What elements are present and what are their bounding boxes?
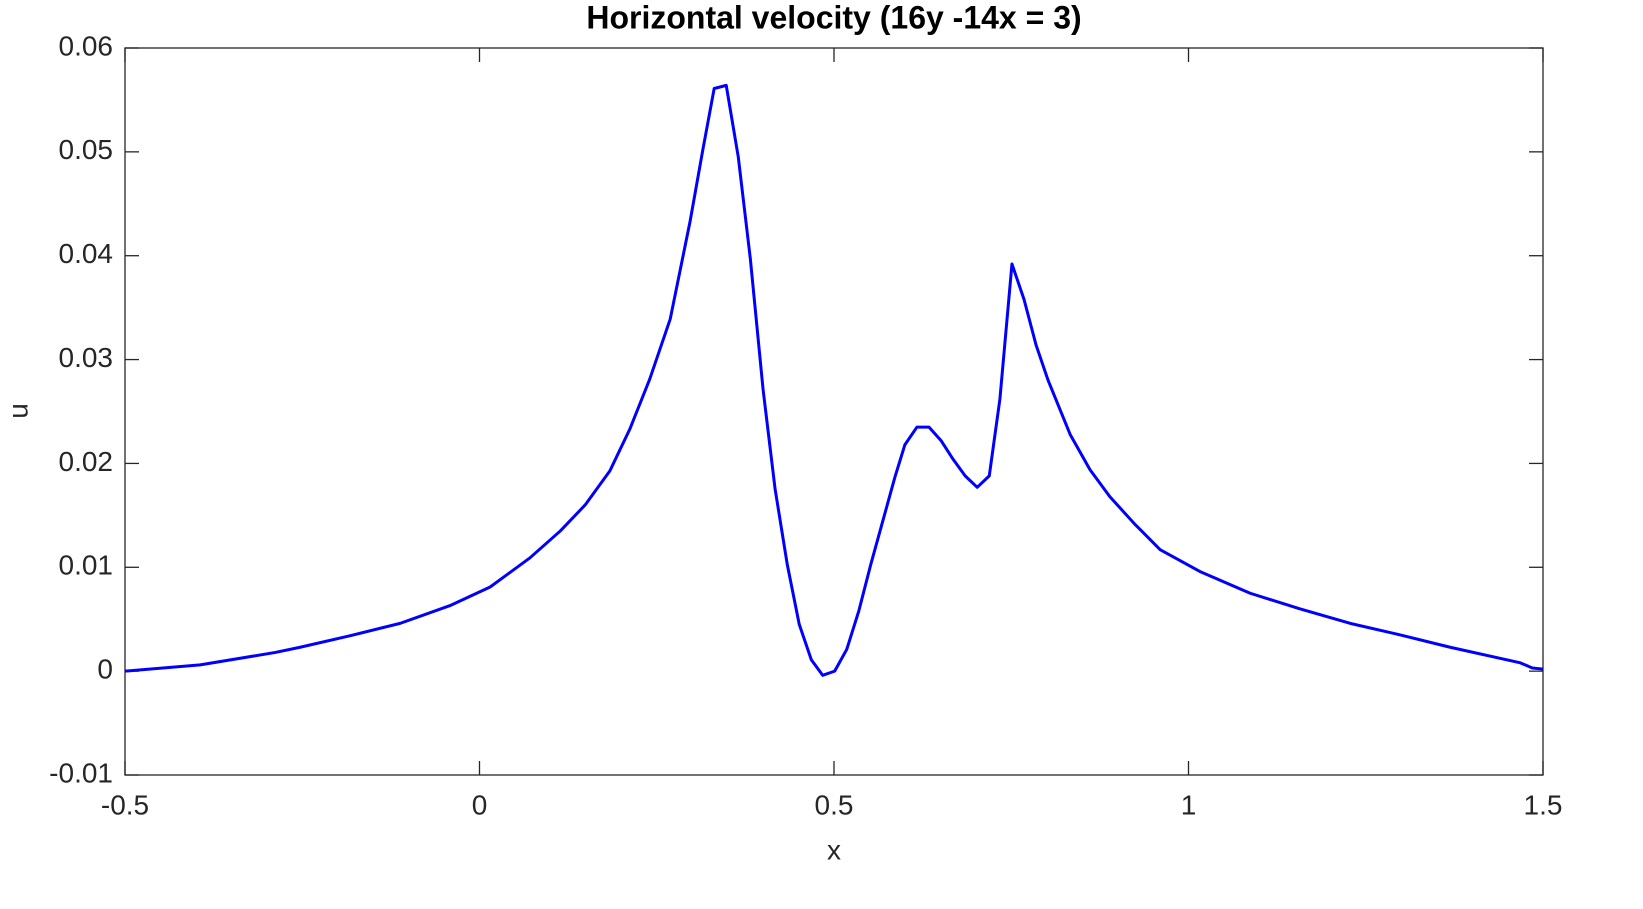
x-tick-label: 0.5 xyxy=(815,789,854,820)
x-tick-label: -0.5 xyxy=(101,789,149,820)
x-tick-label: 1 xyxy=(1181,789,1197,820)
y-tick-label: 0.04 xyxy=(59,238,114,269)
plot-area xyxy=(124,47,1544,776)
y-tick-label: -0.01 xyxy=(49,757,113,788)
data-line xyxy=(124,83,1544,677)
y-tick-label: 0.02 xyxy=(59,446,114,477)
y-tick-label: 0.05 xyxy=(59,134,114,165)
y-tick-label: 0.01 xyxy=(59,550,114,581)
y-axis-label: u xyxy=(2,403,33,419)
y-tick-label: 0 xyxy=(97,654,113,685)
x-axis-label: x xyxy=(827,834,841,865)
y-tick-label: 0.06 xyxy=(59,30,114,61)
chart-title: Horizontal velocity (16y -14x = 3) xyxy=(586,0,1081,35)
x-tick-label: 1.5 xyxy=(1524,789,1563,820)
x-tick-label: 0 xyxy=(472,789,488,820)
y-tick-label: 0.03 xyxy=(59,342,114,373)
